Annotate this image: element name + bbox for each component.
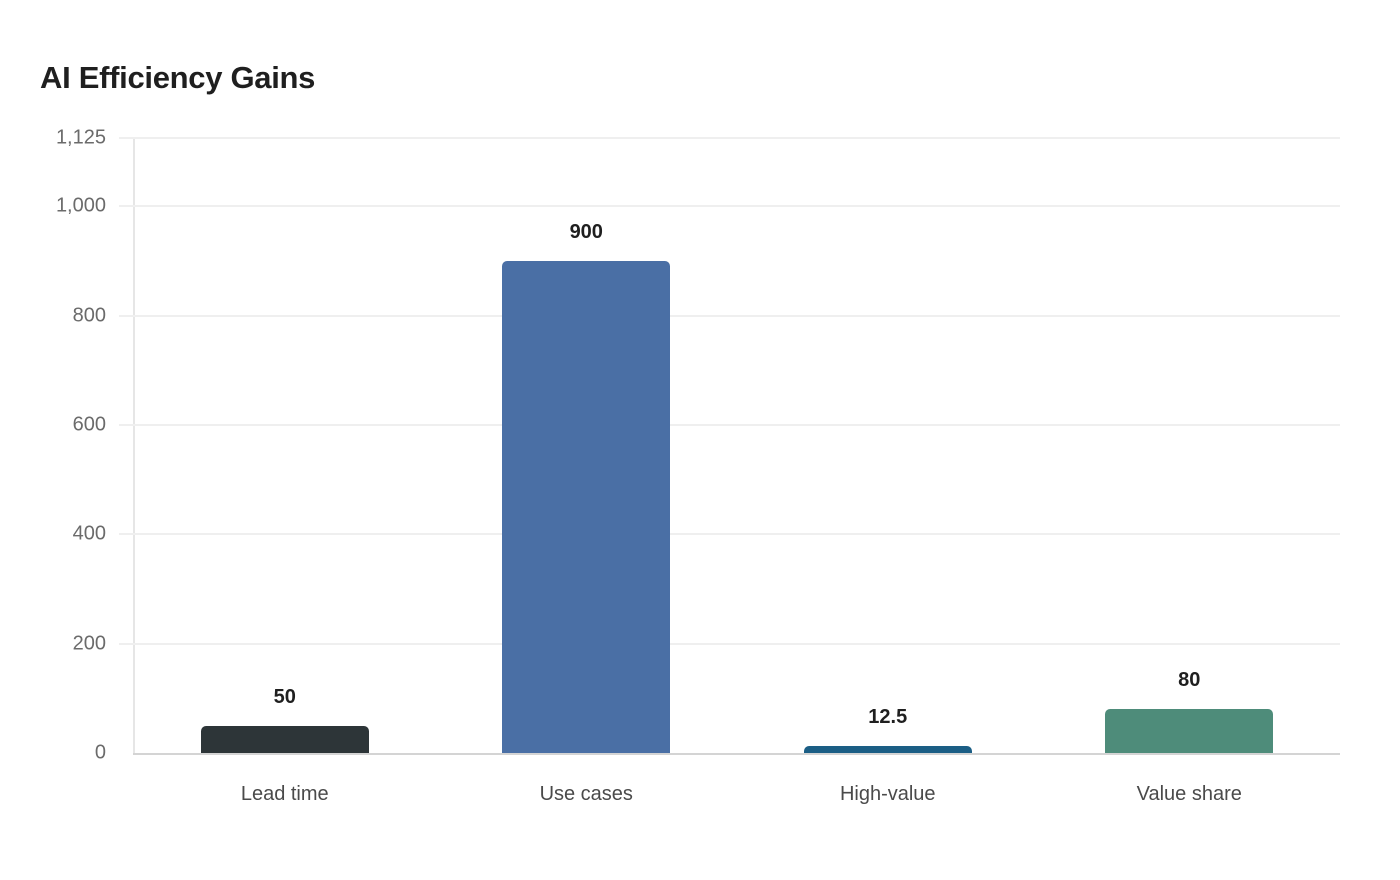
x-tick-label: High-value bbox=[839, 783, 936, 805]
y-tick-label: 400 bbox=[72, 522, 106, 545]
bar-high-value[interactable] bbox=[803, 746, 972, 753]
bar-use-cases[interactable] bbox=[502, 261, 671, 753]
y-tick-label: 1,000 bbox=[55, 194, 106, 217]
chart-title: AI Efficiency Gains bbox=[40, 60, 316, 95]
x-tick-label: Use cases bbox=[539, 783, 633, 805]
bar-value-share[interactable] bbox=[1105, 709, 1274, 753]
gridline bbox=[119, 642, 1340, 645]
gridline bbox=[119, 205, 1340, 208]
bar-value-label: 12.5 bbox=[868, 706, 908, 729]
y-tick-label: 1,125 bbox=[55, 126, 106, 149]
gridline bbox=[119, 533, 1340, 536]
bar-lead-time[interactable] bbox=[200, 725, 369, 753]
x-axis-line bbox=[133, 753, 1340, 755]
gridline bbox=[119, 137, 1340, 139]
bar-value-label: 50 bbox=[273, 685, 296, 708]
y-axis-line bbox=[133, 138, 135, 754]
y-tick-label: 600 bbox=[72, 413, 106, 436]
bar-value-label: 900 bbox=[569, 221, 603, 243]
x-tick-label: Lead time bbox=[240, 783, 329, 805]
y-tick-label: 800 bbox=[72, 304, 106, 327]
x-tick-label: Value share bbox=[1136, 783, 1242, 805]
bar-value-label: 80 bbox=[1178, 669, 1201, 692]
gridline bbox=[119, 314, 1340, 317]
gridline bbox=[119, 424, 1340, 426]
y-tick-label: 200 bbox=[72, 632, 106, 655]
y-tick-label: 0 bbox=[94, 741, 106, 764]
